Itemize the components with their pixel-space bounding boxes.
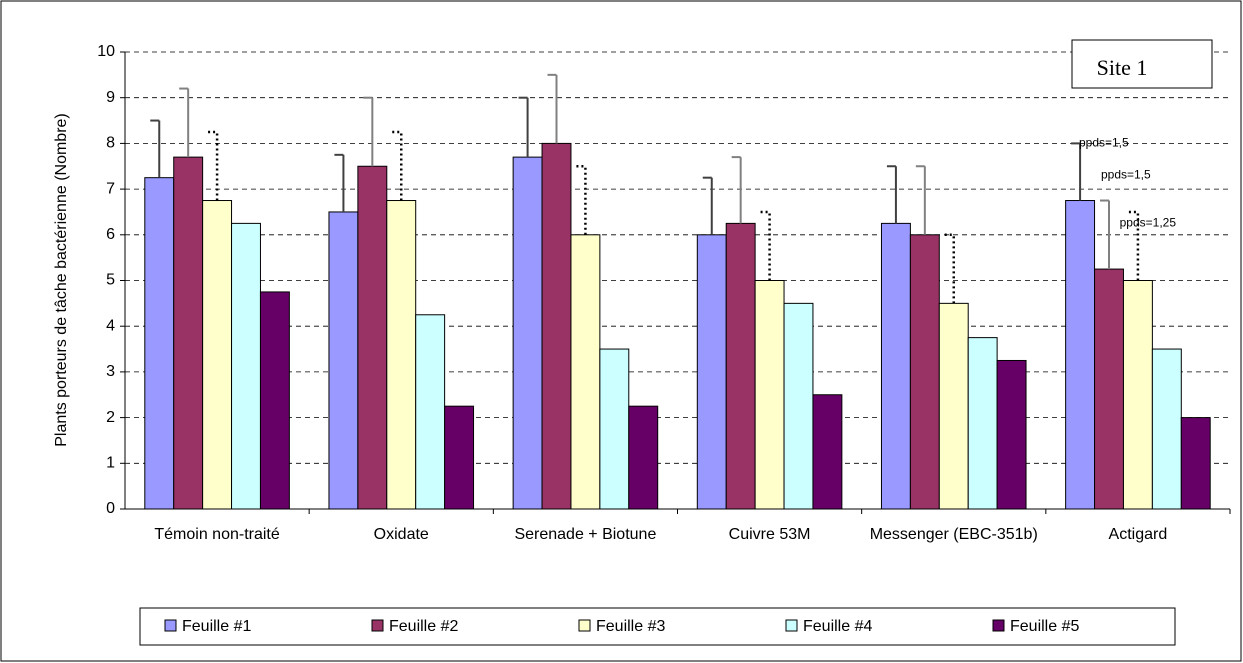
bar	[444, 405, 475, 510]
bar	[259, 291, 290, 510]
bar	[628, 405, 659, 510]
y-tick-label: 9	[106, 89, 115, 106]
bar	[386, 200, 417, 510]
x-tick-label: Messenger (EBC-351b)	[869, 526, 1038, 543]
legend-swatch	[371, 619, 384, 632]
bar	[1151, 348, 1182, 510]
x-tick-label: Oxidate	[373, 526, 429, 543]
bar	[415, 314, 446, 510]
bar	[1180, 417, 1211, 510]
legend-label: Feuille #3	[596, 618, 665, 635]
annotation: ppds=1,5	[1079, 136, 1129, 150]
bar	[783, 302, 814, 510]
y-tick-label: 0	[106, 500, 115, 517]
bar	[231, 222, 261, 510]
site-label: Site 1	[1097, 55, 1148, 80]
legend-label: Feuille #5	[1010, 618, 1079, 635]
legend-swatch	[785, 619, 798, 632]
legend-label: Feuille #2	[389, 618, 458, 635]
bar	[202, 200, 233, 510]
site-box	[1071, 39, 1213, 89]
x-tick-label: Témoin non-traité	[154, 526, 280, 543]
bar	[541, 142, 572, 510]
bar	[880, 222, 911, 510]
bar	[1094, 268, 1124, 510]
bar	[357, 165, 388, 510]
y-tick-label: 8	[106, 135, 115, 152]
bar	[1065, 200, 1096, 510]
y-tick-label: 6	[106, 226, 115, 243]
legend-swatch	[992, 619, 1005, 632]
bar	[570, 234, 601, 510]
bar	[812, 394, 843, 510]
x-tick-label: Cuivre 53M	[728, 526, 811, 543]
y-tick-label: 10	[97, 43, 115, 60]
legend-label: Feuille #4	[803, 618, 872, 635]
y-axis-label: Plants porteurs de tâche bactérienne (No…	[53, 113, 70, 447]
legend-label: Feuille #1	[182, 618, 251, 635]
bar	[938, 302, 969, 510]
y-tick-label: 5	[106, 272, 115, 289]
bar	[1122, 280, 1153, 510]
y-tick-label: 3	[106, 363, 115, 380]
bar	[909, 234, 940, 510]
bar	[725, 222, 756, 510]
bar	[599, 348, 630, 510]
bar	[512, 156, 543, 510]
bar	[144, 177, 175, 510]
legend-swatch	[578, 619, 591, 632]
bar	[967, 337, 998, 510]
y-tick-label: 1	[106, 455, 115, 472]
x-tick-label: Serenade + Biotune	[514, 526, 657, 543]
bar	[173, 156, 204, 510]
legend-swatch	[164, 619, 177, 632]
annotation: ppds=1,25	[1120, 216, 1177, 230]
y-tick-label: 7	[106, 180, 115, 197]
bar	[696, 234, 727, 510]
annotation: ppds=1,5	[1101, 168, 1151, 182]
x-tick-label: Actigard	[1108, 526, 1168, 543]
bar	[996, 359, 1027, 510]
bar	[754, 280, 785, 510]
bar	[328, 211, 359, 510]
y-tick-label: 2	[106, 409, 115, 426]
y-tick-label: 4	[106, 317, 115, 334]
